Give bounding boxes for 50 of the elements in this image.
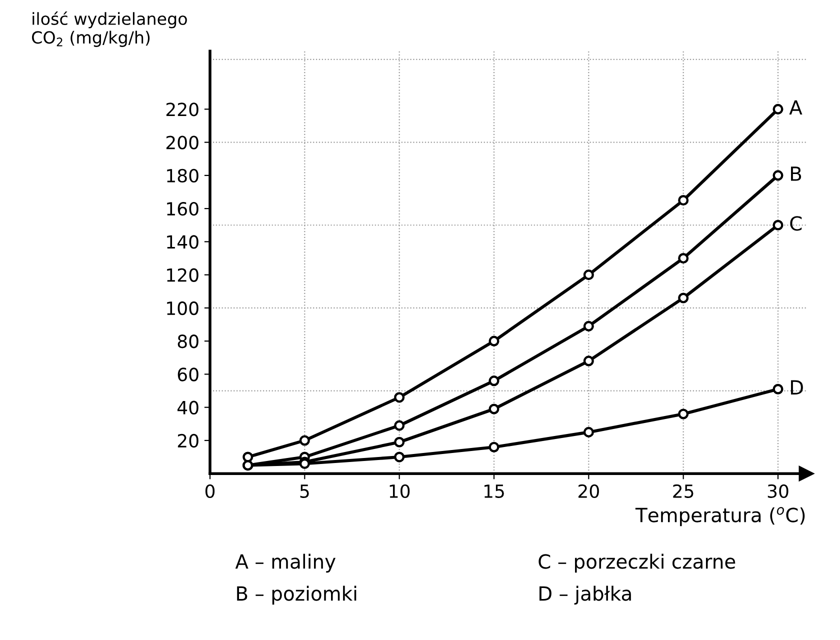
point — [583, 426, 594, 438]
point — [583, 320, 594, 332]
point — [394, 420, 405, 431]
point — [583, 356, 594, 366]
point — [394, 452, 405, 462]
text: D – jabłka — [540, 586, 631, 605]
x-tick-label: 25 — [673, 484, 694, 498]
y-tick-label: 80 — [178, 334, 198, 348]
series-label: C — [790, 216, 802, 231]
y-axis-title: ilość wydzielanego CO$_{2}$ (mg/kg/h) — [32, 11, 187, 47]
x-tick-label: 10 — [390, 484, 410, 498]
point — [678, 292, 689, 304]
y-tick-label: 220 — [166, 102, 198, 116]
series-label: A — [789, 100, 802, 115]
point — [488, 336, 500, 346]
point — [772, 384, 784, 394]
x-tick-label: 0 — [205, 484, 215, 498]
point — [772, 220, 784, 230]
point — [394, 436, 405, 448]
y-tick-label: 40 — [177, 400, 198, 414]
y-tick-label: 200 — [166, 136, 198, 150]
y-tick-label: 160 — [167, 202, 198, 216]
x-axis-title: Temperatura ($^{o}$C) — [635, 507, 805, 526]
text: A – maliny — [235, 554, 336, 573]
y-tick-label: 100 — [167, 301, 198, 316]
point — [678, 408, 689, 420]
series-label: B — [791, 166, 802, 181]
text: C – porzeczki czarne — [538, 554, 736, 573]
point — [299, 435, 310, 446]
point — [678, 252, 689, 264]
text: B – poziomki — [237, 586, 356, 605]
point — [678, 195, 689, 206]
point — [488, 404, 500, 414]
y-tick-label: 140 — [167, 235, 198, 249]
point — [488, 376, 500, 386]
point — [394, 392, 405, 403]
y-tick-label: 20 — [178, 434, 198, 448]
point — [242, 452, 254, 462]
point — [583, 270, 594, 280]
point — [488, 442, 500, 452]
x-tick-label: 15 — [484, 484, 504, 498]
x-tick-label: 30 — [768, 484, 788, 498]
x-tick-label: 5 — [300, 484, 309, 498]
y-tick-label: 120 — [167, 268, 198, 282]
point — [772, 170, 784, 181]
x-tick-label: 20 — [578, 484, 599, 498]
point — [772, 104, 784, 114]
series-label: D — [791, 380, 803, 394]
y-tick-label: 180 — [167, 168, 198, 183]
y-tick-label: 60 — [178, 368, 198, 382]
